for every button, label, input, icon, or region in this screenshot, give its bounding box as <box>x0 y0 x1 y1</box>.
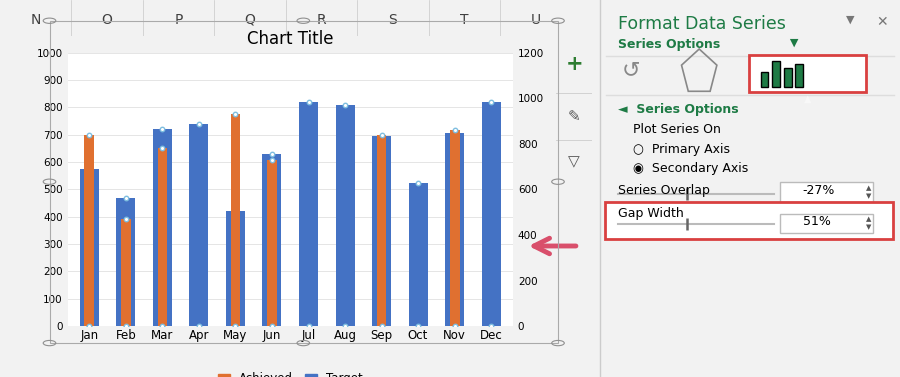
Bar <box>226 211 245 326</box>
Bar <box>121 219 130 326</box>
FancyBboxPatch shape <box>780 214 873 233</box>
Text: 51%: 51% <box>803 215 831 228</box>
Text: Q: Q <box>245 13 256 27</box>
FancyBboxPatch shape <box>749 55 866 92</box>
Legend: Achieved, Target: Achieved, Target <box>213 368 367 377</box>
Bar <box>336 105 355 326</box>
Text: O: O <box>102 13 112 27</box>
Text: ▲: ▲ <box>804 94 812 104</box>
Text: ▼: ▼ <box>866 224 871 230</box>
Text: -27%: -27% <box>803 184 835 197</box>
Text: ✎: ✎ <box>568 109 580 124</box>
Text: Gap Width: Gap Width <box>618 207 684 219</box>
FancyBboxPatch shape <box>605 202 893 239</box>
Bar <box>409 182 428 326</box>
Text: +: + <box>565 54 583 74</box>
Bar <box>153 129 172 326</box>
Text: Format Data Series: Format Data Series <box>618 15 787 33</box>
Bar <box>116 198 135 326</box>
Bar <box>267 160 277 326</box>
Bar <box>85 135 94 326</box>
Bar <box>80 169 99 326</box>
Text: Series Overlap: Series Overlap <box>618 184 710 197</box>
Bar <box>482 102 500 326</box>
Bar <box>376 135 386 326</box>
FancyBboxPatch shape <box>760 72 769 87</box>
Text: ✕: ✕ <box>876 15 887 29</box>
Text: S: S <box>389 13 397 27</box>
Text: ▲: ▲ <box>866 185 871 192</box>
FancyBboxPatch shape <box>780 182 873 202</box>
Text: P: P <box>175 13 183 27</box>
Text: ↺: ↺ <box>621 60 640 80</box>
Bar <box>190 124 209 326</box>
Text: ◉  Secondary Axis: ◉ Secondary Axis <box>634 162 749 175</box>
FancyBboxPatch shape <box>795 64 803 87</box>
Bar <box>263 154 282 326</box>
Text: ▽: ▽ <box>568 154 580 169</box>
Bar <box>450 130 460 326</box>
Title: Chart Title: Chart Title <box>247 31 334 49</box>
Text: T: T <box>460 13 469 27</box>
Text: ◄  Series Options: ◄ Series Options <box>618 103 739 115</box>
Bar <box>299 102 318 326</box>
Text: ▼: ▼ <box>846 14 855 25</box>
Text: ▼: ▼ <box>866 193 871 199</box>
Bar <box>446 133 464 326</box>
FancyBboxPatch shape <box>784 68 791 87</box>
Text: ▼: ▼ <box>786 38 798 48</box>
Bar <box>372 136 391 326</box>
Text: ○  Primary Axis: ○ Primary Axis <box>634 143 730 155</box>
Bar <box>158 149 167 326</box>
Text: Series Options: Series Options <box>618 38 721 51</box>
FancyBboxPatch shape <box>771 61 779 87</box>
Text: Plot Series On: Plot Series On <box>634 123 721 135</box>
Text: R: R <box>317 13 327 27</box>
Bar <box>230 114 240 326</box>
Text: ▲: ▲ <box>866 216 871 222</box>
Text: N: N <box>31 13 40 27</box>
Text: U: U <box>531 13 541 27</box>
